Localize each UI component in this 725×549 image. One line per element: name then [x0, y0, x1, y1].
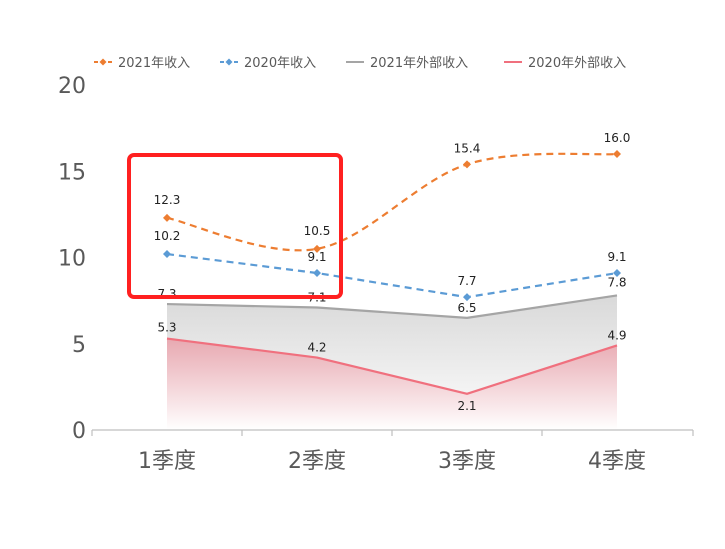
data-point-s0-4: [613, 150, 621, 158]
data-label-s3-1: 5.3: [157, 321, 176, 335]
x-tick-label-3: 3季度: [438, 449, 496, 474]
series-line-2020--3: [166, 337, 618, 395]
data-point-s0-1: [163, 213, 171, 222]
x-tick-label-2: 2季度: [288, 449, 346, 474]
data-point-s0-2: [313, 244, 321, 253]
y-tick-label-15: 15: [58, 160, 86, 185]
area-layer: [167, 295, 617, 430]
legend-label-0: 2021年收入: [118, 56, 190, 71]
legend-item-1: 2020年收入: [220, 56, 316, 71]
y-tick-label-10: 10: [58, 247, 86, 272]
data-point-s1-3: [463, 293, 471, 302]
data-label-s1-2: 9.1: [307, 250, 326, 264]
data-label-s0-1: 12.3: [154, 193, 181, 207]
annotation-layer: [127, 153, 343, 299]
data-label-s2-4: 7.8: [607, 275, 626, 289]
data-label-s2-3: 6.5: [457, 301, 476, 315]
data-label-s3-2: 4.2: [307, 341, 326, 355]
data-point-s0-3: [463, 160, 471, 169]
data-label-s0-2: 10.5: [304, 224, 331, 238]
legend-label-1: 2020年收入: [244, 56, 316, 71]
data-label-s0-3: 15.4: [454, 141, 481, 155]
x-tick-label-1: 1季度: [138, 449, 196, 474]
legend-item-0: 2021年收入: [94, 56, 190, 71]
data-point-s1-2: [313, 269, 321, 278]
data-label-s3-3: 2.1: [457, 399, 476, 413]
x-tick-label-4: 4季度: [588, 449, 646, 474]
series-line-2020--1: [166, 252, 618, 299]
data-label-s1-4: 9.1: [607, 250, 626, 264]
data-label-s0-4: 16.0: [604, 131, 631, 145]
data-point-s1-1: [163, 250, 171, 259]
data-label-s1-1: 10.2: [154, 229, 181, 243]
highlight-box: [127, 153, 343, 299]
y-tick-label-20: 20: [58, 74, 86, 99]
data-label-s3-4: 4.9: [607, 328, 626, 342]
y-tick-label-0: 0: [72, 419, 86, 444]
legend-label-2: 2021年外部收入: [370, 56, 468, 71]
data-label-s1-3: 7.7: [457, 274, 476, 288]
lines-layer: [163, 150, 621, 395]
chart-legend: 2021年收入 2020年收入 2021年外部收入 2020年外部收入: [94, 56, 626, 71]
y-tick-label-5: 5: [72, 333, 86, 358]
data-point-s1-4: [613, 269, 621, 278]
legend-item-3: 2020年外部收入: [504, 56, 626, 71]
series-line-2021--2: [166, 294, 618, 319]
legend-item-2: 2021年外部收入: [346, 56, 468, 71]
axes-layer: 0 5 10 15 20 1季度 2季度 3季度 4季度: [58, 74, 694, 474]
series-line-2021--0: [166, 152, 618, 252]
legend-swatch-marker-1: [225, 58, 233, 66]
legend-swatch-marker-0: [99, 58, 107, 66]
legend-label-3: 2020年外部收入: [528, 56, 626, 71]
area-fill-series-3: [167, 338, 617, 430]
